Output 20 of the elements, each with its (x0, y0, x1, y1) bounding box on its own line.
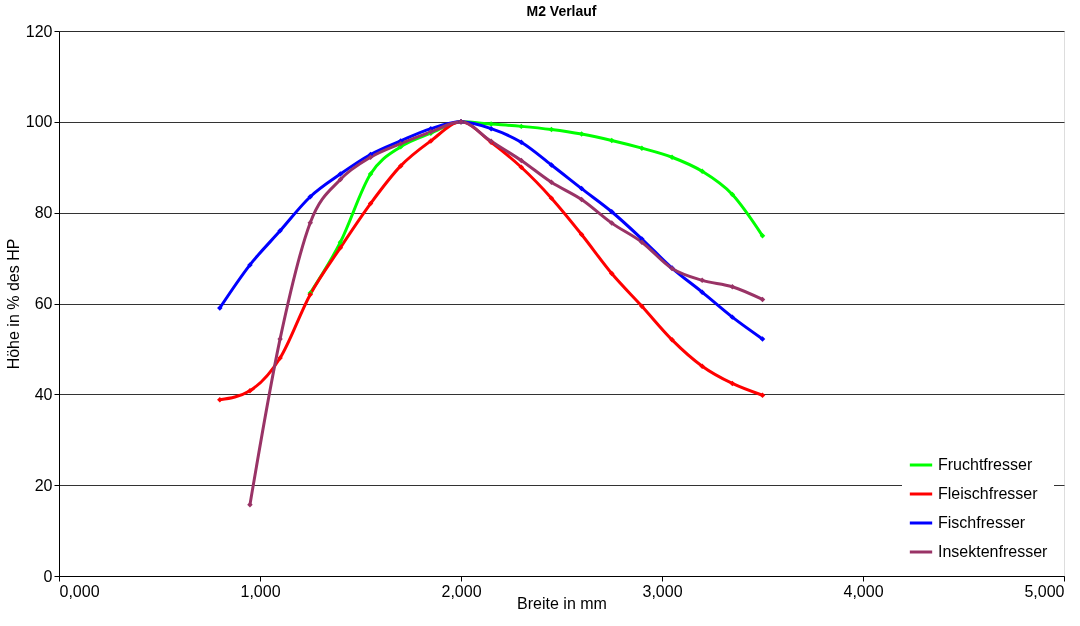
x-tick-label: 2,000 (441, 582, 482, 600)
legend-label: Insektenfresser (938, 543, 1049, 560)
x-tick-label: 5,000 (1024, 582, 1065, 600)
x-axis-title: Breite in mm (517, 594, 607, 612)
y-tick-label: 0 (43, 567, 53, 585)
y-tick-label: 20 (34, 476, 53, 494)
y-tick-label: 120 (25, 22, 53, 40)
x-tick-label: 1,000 (240, 582, 281, 600)
y-tick-label: 80 (34, 204, 53, 222)
y-tick-label: 100 (25, 113, 53, 131)
x-tick-label: 3,000 (642, 582, 683, 600)
x-tick-label: 0,000 (59, 582, 100, 600)
y-axis-title: Höhe in % des HP (4, 238, 22, 370)
y-tick-label: 60 (34, 295, 53, 312)
chart-title: M2 Verlauf (526, 3, 597, 19)
y-tick-label: 40 (34, 385, 53, 403)
legend-label: Fischfresser (938, 514, 1026, 531)
x-tick-label: 4,000 (843, 582, 884, 600)
legend-label: Fruchtfresser (938, 456, 1033, 473)
legend-label: Fleischfresser (938, 485, 1039, 502)
